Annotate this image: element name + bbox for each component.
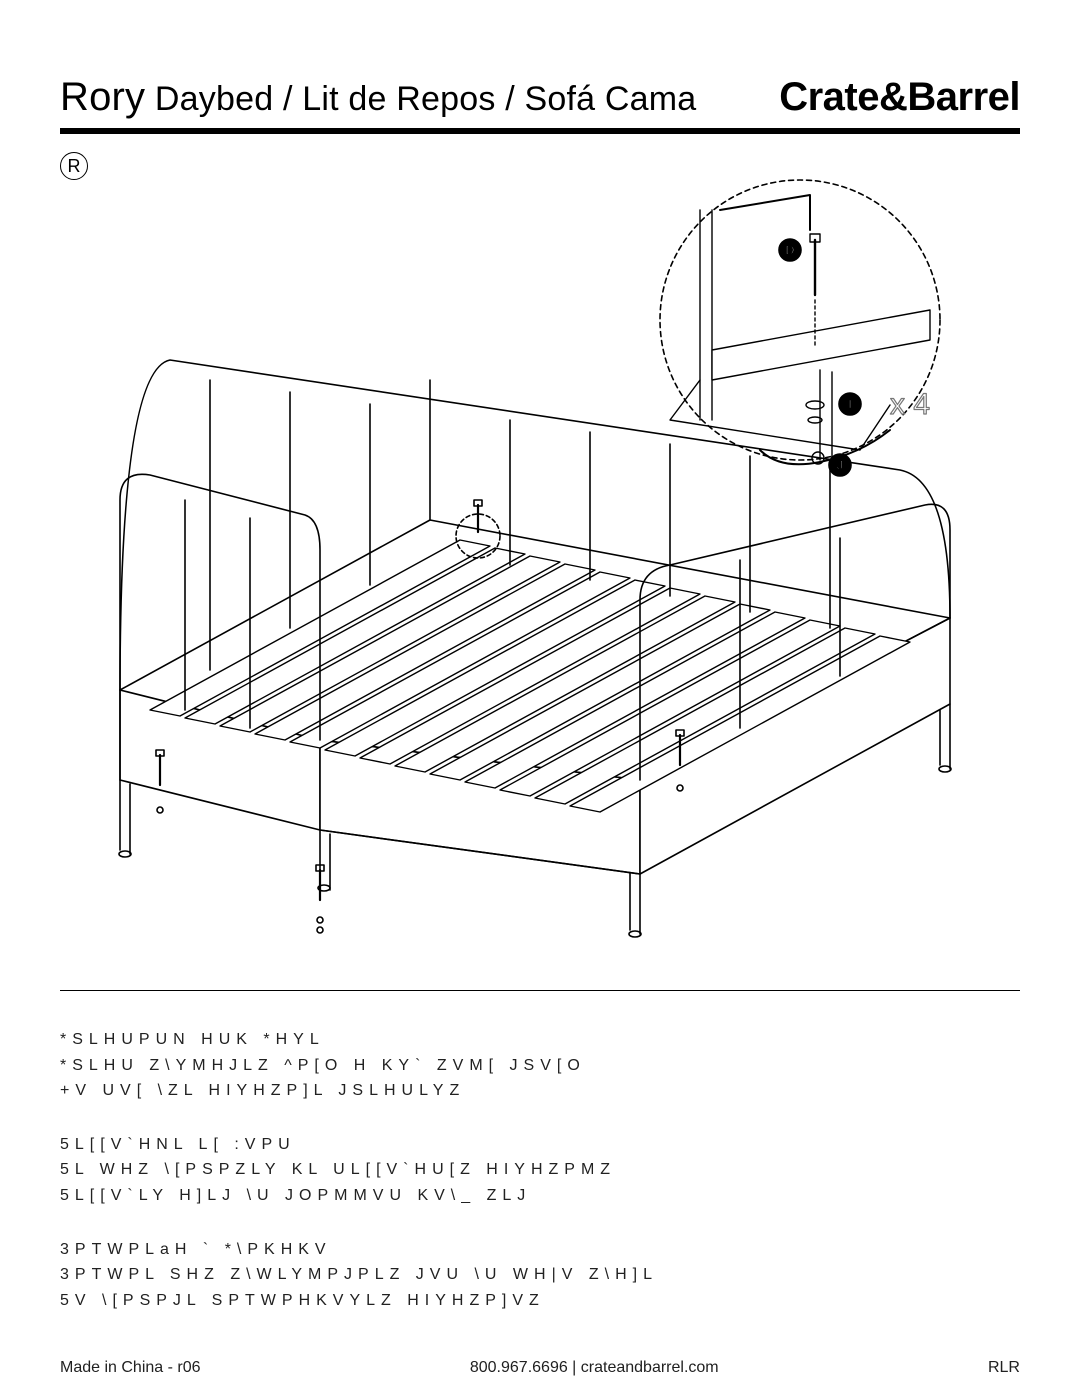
care-line: 5L[[V`HNL L[ :VPU [60, 1132, 1020, 1158]
care-block-2: 5L[[V`HNL L[ :VPU 5L WHZ \[PSPZLY KL UL[… [60, 1132, 1020, 1209]
footer-left: Made in China - r06 [60, 1359, 201, 1377]
brand-logo: Crate&Barrel [779, 75, 1020, 120]
diagram-svg: D I J x 4 [60, 170, 1020, 980]
care-line: *SLHU Z\YMHJLZ ^P[O H KY` ZVM[ JSV[O [60, 1053, 1020, 1079]
care-line: 5L[[V`LY H]LJ \U JOPMMVU KV\_ ZLJ [60, 1183, 1020, 1209]
care-line: 3PTWPL SHZ Z\WLYMPJPLZ JVU \U WH|V Z\H]L [60, 1262, 1020, 1288]
part-i-label: I [848, 396, 852, 411]
care-line: 5V \[PSPJL SPTWPHKVYLZ HIYHZP]VZ [60, 1288, 1020, 1314]
footer: Made in China - r06 800.967.6696 | crate… [60, 1359, 1020, 1377]
part-j-label: J [836, 457, 843, 472]
care-block-1: *SLHUPUN HUK *HYL *SLHU Z\YMHJLZ ^P[O H … [60, 1027, 1020, 1104]
product-desc: Daybed / Lit de Repos / Sofá Cama [155, 80, 696, 118]
header: Rory Daybed / Lit de Repos / Sofá Cama C… [60, 75, 1020, 134]
care-text: *SLHUPUN HUK *HYL *SLHU Z\YMHJLZ ^P[O H … [60, 990, 1020, 1341]
care-line: *SLHUPUN HUK *HYL [60, 1027, 1020, 1053]
footer-right: RLR [988, 1359, 1020, 1377]
care-line: 5L WHZ \[PSPZLY KL UL[[V`HU[Z HIYHZPMZ [60, 1157, 1020, 1183]
page-title: Rory Daybed / Lit de Repos / Sofá Cama [60, 75, 696, 120]
care-line: +V UV[ \ZL HIYHZP]L JSLHULYZ [60, 1078, 1020, 1104]
footer-center: 800.967.6696 | crateandbarrel.com [470, 1359, 719, 1377]
part-d-label: D [785, 242, 794, 257]
care-line: 3PTWPLaH ` *\PKHKV [60, 1237, 1020, 1263]
qty-label: x 4 [890, 388, 930, 421]
assembly-diagram: D I J x 4 [60, 170, 1020, 980]
product-name: Rory [60, 75, 145, 119]
care-block-3: 3PTWPLaH ` *\PKHKV 3PTWPL SHZ Z\WLYMPJPL… [60, 1237, 1020, 1314]
